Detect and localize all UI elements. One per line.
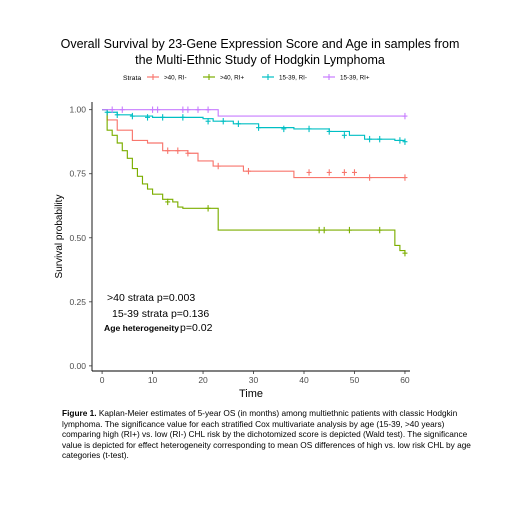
km-chart: Strata >40, RI- >40, RI+ 15-39, RI- 15-39, …: [54, 74, 410, 400]
x-tick-label: 10: [148, 375, 158, 385]
survival-curve: [102, 109, 406, 254]
figure-caption: Figure 1. Kaplan-Meier estimates of 5-ye…: [62, 408, 472, 461]
survival-curve: [102, 109, 405, 117]
legend: Strata >40, RI- >40, RI+ 15-39, RI- 15-39, …: [123, 74, 370, 82]
survival-curve: [102, 109, 406, 142]
y-tick-label: 0.25: [69, 297, 86, 307]
y-axis-title: Survival probability: [54, 195, 65, 279]
chart-title: Overall Survival by 23-Gene Expression S…: [20, 36, 500, 68]
survival-curve: [102, 109, 405, 179]
annotation-p1539: 15-39 strata p=0.136: [112, 308, 209, 320]
x-tick-label: 50: [350, 375, 360, 385]
x-tick-label: 30: [249, 375, 259, 385]
x-tick-label: 40: [299, 375, 309, 385]
annotation-p40: >40 strata p=0.003: [107, 292, 195, 304]
y-tick-label: 0.75: [69, 169, 86, 179]
caption-label: Figure 1.: [62, 408, 97, 418]
legend-title: Strata: [123, 75, 141, 82]
y-tick-label: 0.00: [69, 361, 86, 371]
annotation-age-label: Age heterogeneity: [104, 323, 179, 333]
x-axis-title: Time: [239, 388, 263, 400]
annotation-age-value: p=0.02: [180, 322, 213, 334]
chart-title-line1: Overall Survival by 23-Gene Expression S…: [60, 37, 460, 51]
caption-text: Kaplan-Meier estimates of 5-year OS (in …: [62, 408, 471, 461]
y-tick-label: 0.50: [69, 233, 86, 243]
x-tick-label: 0: [100, 375, 105, 385]
y-tick-label: 1.00: [69, 105, 86, 115]
annotations: >40 strata p=0.003 15-39 strata p=0.136 …: [104, 292, 213, 334]
legend-label: 15-39, RI-: [279, 75, 307, 82]
curves: [102, 106, 408, 257]
legend-label: 15-39, RI+: [340, 75, 370, 82]
chart-title-line2: the Multi-Ethnic Study of Hodgkin Lympho…: [135, 53, 385, 67]
legend-label: >40, RI+: [220, 75, 244, 82]
axes: 0 10 20 30 40 50 60 0.00 0.25 0.50 0.75 1.00 Time Sur…: [54, 102, 410, 400]
legend-label: >40, RI-: [164, 75, 187, 82]
x-tick-label: 20: [198, 375, 208, 385]
x-tick-label: 60: [400, 375, 410, 385]
